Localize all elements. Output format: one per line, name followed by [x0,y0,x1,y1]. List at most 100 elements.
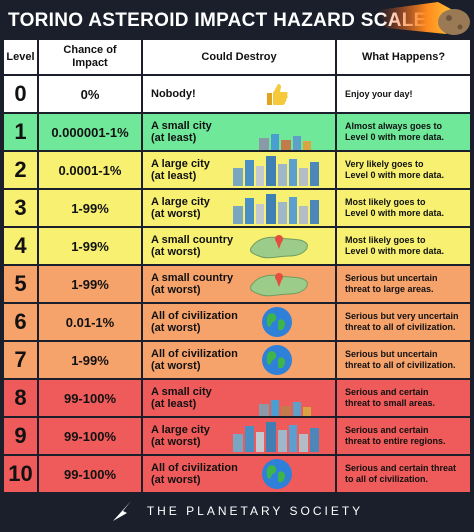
table-row: 10 99-100% All of civilization (at worst) S… [4,456,470,494]
destroy-cell: Nobody! [143,76,337,112]
what-value: Serious but uncertain threat to large ar… [345,273,438,294]
level-value: 10 [8,461,33,486]
what-cell: Serious but uncertain threat to large ar… [337,266,470,302]
destroy-value: All of civilization (at worst) [151,310,238,334]
table-row: 1 0.000001-1% A small city (at least) Almos… [4,114,470,152]
footer-label: THE PLANETARY SOCIETY [146,504,364,518]
destroy-value: A small city (at least) [151,386,212,410]
chance-cell: 0.01-1% [39,304,143,340]
what-cell: Serious but very uncertain threat to all… [337,304,470,340]
what-cell: Serious and certain threat to all of civ… [337,456,470,492]
level-cell: 6 [4,304,39,340]
level-cell: 2 [4,152,39,188]
chance-value: 1-99% [71,200,109,216]
large-city-icon [231,156,321,188]
header-what: What Happens? [361,50,446,63]
large-city-icon [231,194,321,226]
thumbs-up-icon [263,80,291,112]
destroy-cell: A large city (at worst) [143,418,337,454]
earth-globe-icon [261,306,293,340]
level-value: 6 [14,309,27,334]
table-row: 2 0.0001-1% A large city (at least) Very li… [4,152,470,190]
level-cell: 9 [4,418,39,454]
what-value: Serious but uncertain threat to all of c… [345,349,456,370]
planetary-society-logo [112,501,131,521]
level-cell: 5 [4,266,39,302]
chance-value: 1-99% [71,276,109,292]
what-cell: Serious and certain threat to entire reg… [337,418,470,454]
chance-cell: 1-99% [39,266,143,302]
chance-cell: 0.000001-1% [39,114,143,150]
level-value: 3 [14,195,27,220]
chance-value: 1-99% [71,238,109,254]
chance-cell: 0% [39,76,143,112]
destroy-cell: All of civilization (at worst) [143,456,337,492]
chance-value: 0% [80,86,100,102]
header-level: Level [4,40,39,74]
level-cell: 8 [4,380,39,416]
level-cell: 4 [4,228,39,264]
footer: THE PLANETARY SOCIETY [0,490,474,532]
level-cell: 10 [4,456,39,492]
table-row: 5 1-99% A small country (at worst) Serious … [4,266,470,304]
level-value: 9 [14,423,27,448]
earth-globe-icon [261,458,293,492]
destroy-value: A large city (at least) [151,158,210,182]
what-cell: Almost always goes to Level 0 with more … [337,114,470,150]
table-header: Level Chance of Impact Could Destroy Wha… [4,40,470,76]
destroy-cell: A large city (at least) [143,152,337,188]
chance-cell: 1-99% [39,342,143,378]
chance-value: 0.0001-1% [58,162,122,178]
table-row: 0 0% Nobody! Enjoy your day! [4,76,470,114]
chance-value: 99-100% [63,466,117,482]
small-city-icon [257,398,313,416]
level-value: 7 [14,347,27,372]
table-row: 3 1-99% A large city (at worst) Most likely… [4,190,470,228]
what-cell: Very likely goes to Level 0 with more da… [337,152,470,188]
destroy-value: All of civilization (at worst) [151,462,238,486]
what-value: Almost always goes to Level 0 with more … [345,121,445,142]
chance-cell: 0.0001-1% [39,152,143,188]
destroy-value: A small country (at worst) [151,234,234,258]
destroy-cell: All of civilization (at worst) [143,342,337,378]
chance-value: 99-100% [63,428,117,444]
destroy-cell: A small city (at least) [143,114,337,150]
country-map-icon [247,230,311,264]
destroy-value: A small city (at least) [151,120,212,144]
table-row: 8 99-100% A small city (at least) Serious a… [4,380,470,418]
what-value: Most likely goes to Level 0 with more da… [345,197,445,218]
level-value: 1 [14,119,27,144]
what-value: Very likely goes to Level 0 with more da… [345,159,445,180]
chance-cell: 1-99% [39,190,143,226]
chance-cell: 1-99% [39,228,143,264]
level-cell: 7 [4,342,39,378]
chance-value: 0.000001-1% [51,124,129,140]
chance-value: 1-99% [71,352,109,368]
chance-cell: 99-100% [39,456,143,492]
country-map-icon [247,268,311,302]
destroy-value: A large city (at worst) [151,196,210,220]
what-value: Enjoy your day! [345,88,413,99]
chance-cell: 99-100% [39,380,143,416]
what-cell: Most likely goes to Level 0 with more da… [337,190,470,226]
destroy-value: A small country (at worst) [151,272,234,296]
destroy-cell: A small country (at worst) [143,228,337,264]
table-row: 6 0.01-1% All of civilization (at worst) Se… [4,304,470,342]
hazard-table: Level Chance of Impact Could Destroy Wha… [4,38,470,494]
large-city-icon [231,422,321,454]
level-value: 4 [14,233,27,258]
chance-value: 0.01-1% [65,314,115,330]
header-destroy: Could Destroy [143,40,337,74]
table-row: 4 1-99% A small country (at worst) Most lik… [4,228,470,266]
level-value: 2 [14,157,27,182]
level-cell: 3 [4,190,39,226]
what-value: Serious but very uncertain threat to all… [345,311,459,332]
asteroid-icon [378,2,470,35]
what-value: Serious and certain threat to small area… [345,387,436,408]
destroy-value: A large city (at worst) [151,424,210,448]
earth-globe-icon [261,344,293,378]
destroy-cell: A small country (at worst) [143,266,337,302]
what-cell: Most likely goes to Level 0 with more da… [337,228,470,264]
level-value: 8 [14,385,27,410]
